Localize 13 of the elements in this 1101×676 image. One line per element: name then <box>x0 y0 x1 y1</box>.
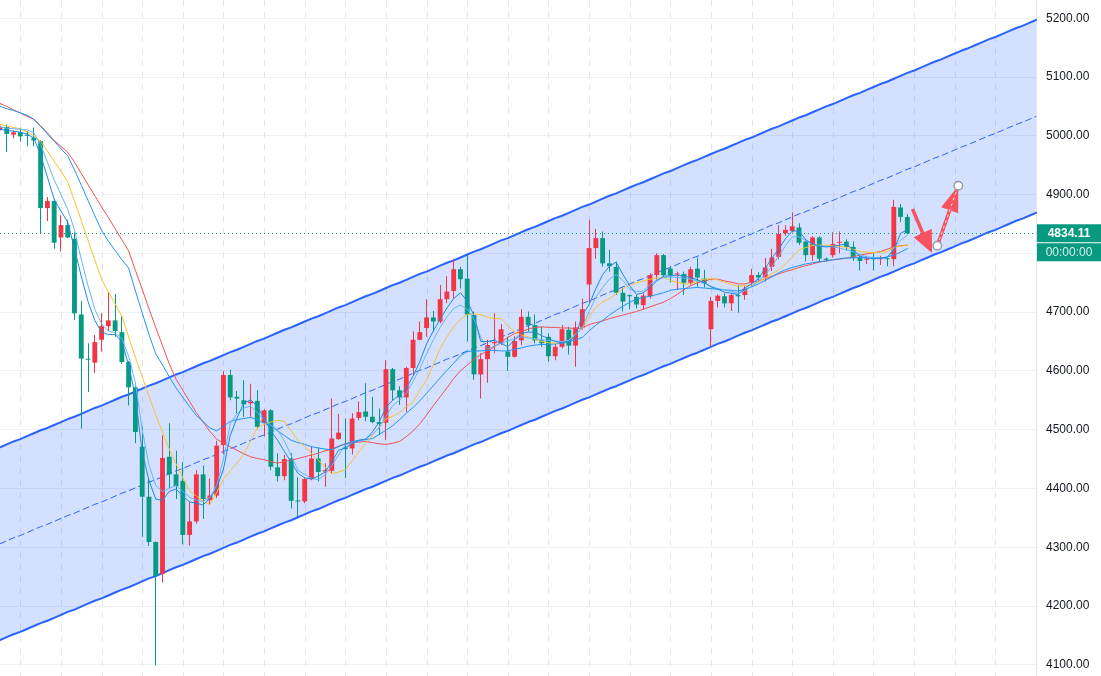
text: 00:00:00 <box>1045 245 1093 260</box>
y-tick-label: 4300.00 <box>1046 539 1090 554</box>
y-tick-label: 4900.00 <box>1046 186 1090 201</box>
ref-line-label: 4834.11 <box>1047 226 1091 241</box>
y-tick-label: 4700.00 <box>1046 304 1090 319</box>
y-tick-label: 4600.00 <box>1046 363 1090 378</box>
y-tick-label: 5200.00 <box>1046 10 1090 25</box>
y-tick-label: 4400.00 <box>1046 480 1090 495</box>
y-tick-label: 5100.00 <box>1046 69 1090 84</box>
y-tick-label: 5000.00 <box>1046 128 1090 143</box>
y-tick-label: 4500.00 <box>1046 422 1090 437</box>
y-tick-label: 4100.00 <box>1046 657 1090 672</box>
y-tick-label: 4200.00 <box>1046 598 1090 613</box>
